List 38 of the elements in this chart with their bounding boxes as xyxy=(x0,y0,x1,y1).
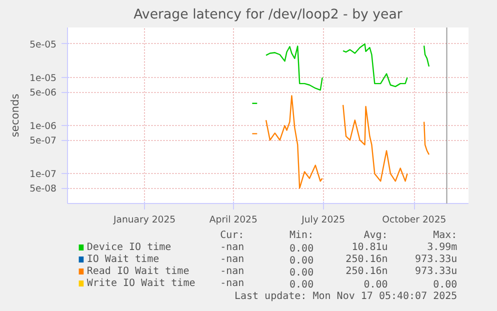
text: Last update: Mon Nov 17 05:40:07 2025 xyxy=(234,291,458,302)
legend-label: IO Wait time xyxy=(86,254,160,265)
y-tick-label: 5e-05 xyxy=(30,39,57,50)
y-axis-title: seconds xyxy=(8,93,22,138)
text: Max: xyxy=(433,230,458,241)
legend-label: Read IO Wait time xyxy=(86,266,190,277)
x-tick-label: July 2025 xyxy=(300,214,346,226)
y-tick-label: 1e-07 xyxy=(30,169,57,180)
y-tick-label: 5e-06 xyxy=(30,88,57,99)
text: -nan xyxy=(220,242,244,253)
text: 973.33u xyxy=(415,266,458,277)
text: 0.00 xyxy=(433,280,458,290)
legend-label: Device IO time xyxy=(86,242,172,253)
text: 0.00 xyxy=(290,268,314,278)
text: 0.00 xyxy=(290,280,314,290)
text: 3.99m xyxy=(427,242,458,253)
y-tick-label: 5e-08 xyxy=(30,184,57,195)
text: -nan xyxy=(220,266,244,277)
text: 250.16n xyxy=(346,254,388,265)
x-tick-label: April 2025 xyxy=(209,214,258,226)
text: 973.33u xyxy=(415,254,458,265)
y-tick-label: 1e-05 xyxy=(30,73,57,84)
y-tick-label: 5e-07 xyxy=(30,136,57,147)
text: Avg: xyxy=(364,230,388,241)
text: 0.00 xyxy=(364,280,388,290)
text: -nan xyxy=(220,278,244,289)
text: Min: xyxy=(290,230,314,241)
legend-label: Write IO Wait time xyxy=(86,278,196,289)
text: Cur: xyxy=(220,230,244,241)
x-tick-label: October 2025 xyxy=(382,214,446,226)
y-tick-label: 1e-06 xyxy=(30,121,57,132)
text: 250.16n xyxy=(346,266,388,277)
chart-title: Average latency for /dev/loop2 - by year xyxy=(134,8,403,22)
text: 0.00 xyxy=(290,256,314,266)
text: 10.81u xyxy=(352,242,388,253)
text: 0.00 xyxy=(290,244,314,254)
text: -nan xyxy=(220,254,244,265)
x-tick-label: January 2025 xyxy=(112,214,176,226)
